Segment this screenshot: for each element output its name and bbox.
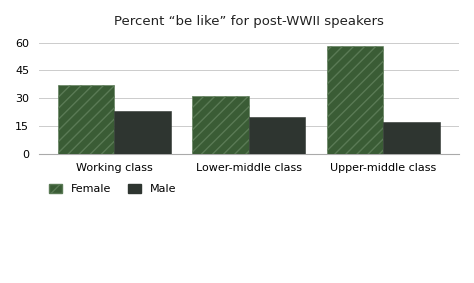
Legend: Female, Male: Female, Male [45, 179, 181, 199]
Title: Percent “be like” for post-WWII speakers: Percent “be like” for post-WWII speakers [114, 15, 384, 28]
Bar [383, 122, 440, 154]
Bar [249, 117, 305, 154]
Bar [114, 111, 171, 154]
Bar [58, 85, 114, 154]
Bar [192, 96, 249, 154]
Bar [327, 46, 383, 154]
